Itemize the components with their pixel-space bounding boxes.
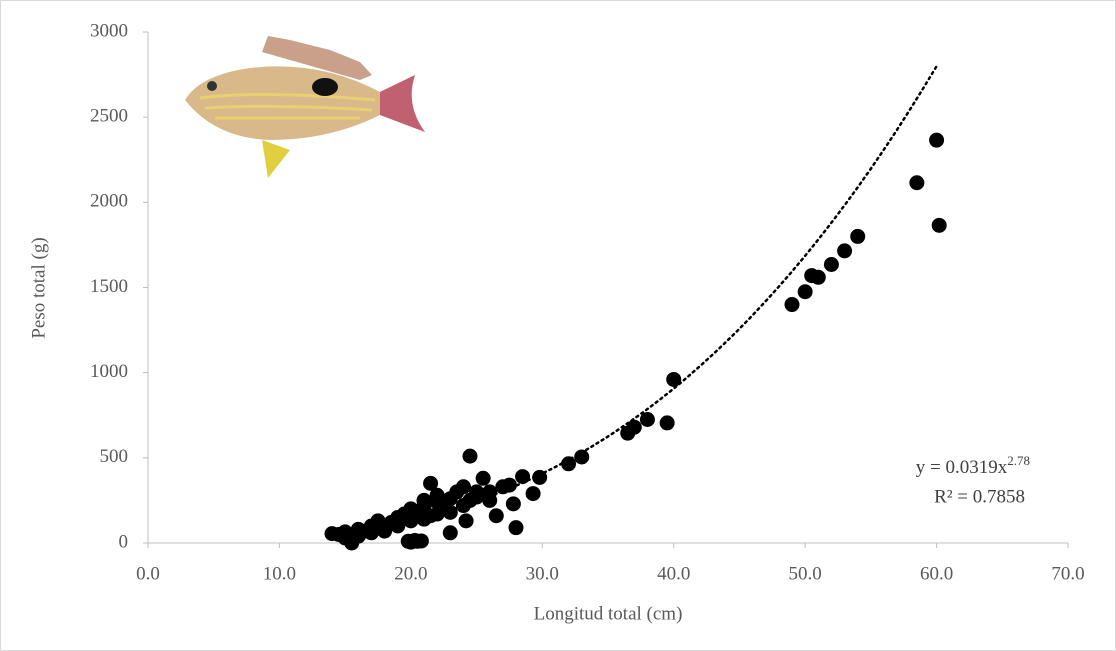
point xyxy=(931,217,947,233)
trendline-r2: R² = 0.7858 xyxy=(934,486,1025,507)
x-tick-label: 0.0 xyxy=(136,563,160,584)
point xyxy=(442,525,458,541)
point xyxy=(850,228,866,244)
point xyxy=(837,243,853,259)
point xyxy=(337,530,353,546)
trendline xyxy=(330,64,938,536)
trendline-equation: y = 0.0319x2.78 xyxy=(916,453,1030,478)
point xyxy=(449,484,465,500)
y-axis-title: Peso total (g) xyxy=(28,237,49,338)
equation-exponent: 2.78 xyxy=(1007,453,1030,468)
x-tick-label: 20.0 xyxy=(394,563,427,584)
y-tick-label: 2500 xyxy=(90,106,128,127)
x-axis-title: Longitud total (cm) xyxy=(534,603,683,624)
point xyxy=(929,132,945,148)
point xyxy=(823,257,839,273)
point xyxy=(482,492,498,508)
point xyxy=(413,533,429,549)
point xyxy=(525,486,541,502)
point xyxy=(784,297,800,313)
point xyxy=(909,175,925,191)
y-tick-label: 2000 xyxy=(90,191,128,212)
point xyxy=(508,520,524,536)
point xyxy=(390,518,406,534)
point xyxy=(666,371,682,387)
point xyxy=(350,528,366,544)
point xyxy=(363,525,379,541)
y-tick-label: 1500 xyxy=(90,276,128,297)
point xyxy=(561,456,577,472)
y-tick-label: 500 xyxy=(100,446,129,467)
point xyxy=(574,449,590,465)
y-tick-label: 0 xyxy=(119,531,129,552)
x-tick-label: 50.0 xyxy=(789,563,822,584)
x-tick-label: 30.0 xyxy=(526,563,559,584)
x-tick-label: 70.0 xyxy=(1051,563,1084,584)
x-tick-label: 10.0 xyxy=(263,563,296,584)
point xyxy=(797,284,813,300)
point xyxy=(505,496,521,512)
point xyxy=(469,484,485,500)
equation-text: y = 0.0319x xyxy=(916,457,1008,478)
point xyxy=(475,470,491,486)
fish-illustration xyxy=(185,36,425,178)
point xyxy=(639,412,655,428)
x-tick-label: 60.0 xyxy=(920,563,953,584)
x-tick-label: 40.0 xyxy=(657,563,690,584)
point xyxy=(462,448,478,464)
point xyxy=(423,475,439,491)
point xyxy=(804,268,820,284)
y-tick-label: 3000 xyxy=(90,20,128,41)
point xyxy=(659,415,675,431)
point xyxy=(620,425,636,441)
y-tick-label: 1000 xyxy=(90,361,128,382)
point xyxy=(416,511,432,527)
point xyxy=(488,508,504,524)
point xyxy=(515,469,531,485)
point xyxy=(458,513,474,529)
